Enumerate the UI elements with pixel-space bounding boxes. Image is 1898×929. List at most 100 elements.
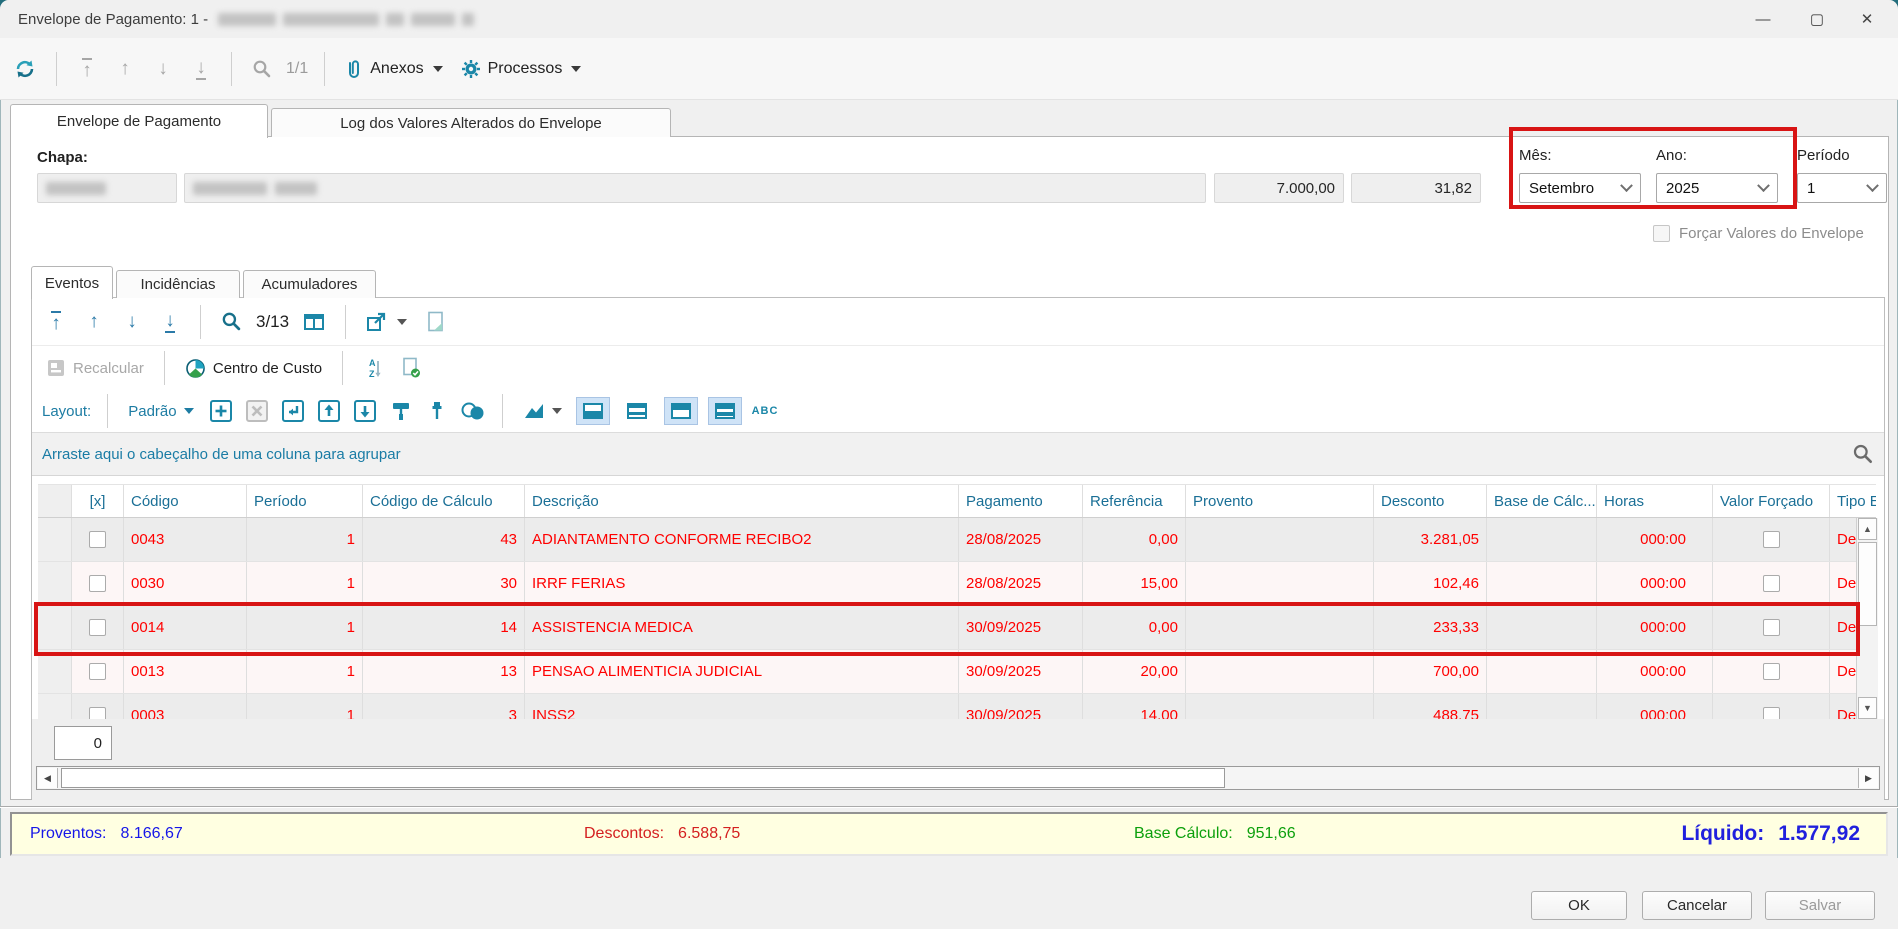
minimize-button[interactable]: — xyxy=(1755,10,1771,28)
layout-download-button[interactable] xyxy=(352,398,378,424)
selected-count-box[interactable]: 0 xyxy=(54,726,112,760)
tab-envelope-de-pagamento[interactable]: Envelope de Pagamento xyxy=(10,104,268,138)
cell-descricao: ADIANTAMENTO CONFORME RECIBO2 xyxy=(525,518,959,561)
grid-first-row-button[interactable]: ↑ xyxy=(42,305,70,339)
forcar-valores-checkbox[interactable] xyxy=(1653,225,1670,242)
cell-codigo: 0043 xyxy=(124,518,247,561)
valor-forcado-checkbox[interactable] xyxy=(1762,707,1780,719)
column-header-provento[interactable]: Provento xyxy=(1186,485,1374,517)
row-select-checkbox[interactable] xyxy=(89,707,106,719)
column-header-desconto[interactable]: Desconto xyxy=(1374,485,1487,517)
layout-paint-button[interactable] xyxy=(388,398,414,424)
column-header-descricao[interactable]: Descrição xyxy=(525,485,959,517)
tab-acumuladores[interactable]: Acumuladores xyxy=(243,270,376,298)
row-select-checkbox[interactable] xyxy=(89,663,106,680)
save-button[interactable]: Salvar xyxy=(1765,891,1875,920)
close-button[interactable]: ✕ xyxy=(1860,11,1874,28)
cell-referencia: 20,00 xyxy=(1083,650,1186,693)
abc-button[interactable]: ABC xyxy=(751,405,779,417)
layout-merge-button[interactable] xyxy=(460,398,486,424)
periodo-select[interactable]: 1 xyxy=(1797,173,1887,203)
column-header-valor-forcado[interactable]: Valor Forçado xyxy=(1713,485,1830,517)
vertical-scrollbar[interactable]: ▲ ▼ xyxy=(1856,518,1878,719)
processos-label: Processos xyxy=(487,59,563,77)
column-header-x[interactable]: [x] xyxy=(72,485,124,517)
tab-eventos[interactable]: Eventos xyxy=(31,266,113,299)
employee-name-field xyxy=(184,173,1206,203)
grid-export-button[interactable] xyxy=(362,305,411,339)
scroll-up-button[interactable]: ▲ xyxy=(1858,518,1877,540)
group-by-bar[interactable]: Arraste aqui o cabeçalho de uma coluna p… xyxy=(32,432,1884,476)
table-row-highlighted[interactable]: 0014 1 14 ASSISTENCIA MEDICA 30/09/2025 … xyxy=(38,606,1876,650)
descontos-value: 6.588,75 xyxy=(678,825,741,842)
filter-search-icon[interactable] xyxy=(1852,443,1874,465)
valor-forcado-checkbox[interactable] xyxy=(1762,663,1780,680)
layout-rename-button[interactable] xyxy=(280,398,306,424)
column-header-pagamento[interactable]: Pagamento xyxy=(959,485,1083,517)
valor-forcado-checkbox[interactable] xyxy=(1762,531,1780,548)
validate-document-button[interactable] xyxy=(397,351,425,385)
next-record-button[interactable]: ↓ xyxy=(149,52,177,86)
tab-incidencias[interactable]: Incidências xyxy=(116,270,240,298)
search-record-button[interactable] xyxy=(248,52,276,86)
scroll-right-button[interactable]: ▶ xyxy=(1858,768,1878,788)
table-row[interactable]: 0003 1 3 INSS2 30/09/2025 14,00 488,75 0… xyxy=(38,694,1876,719)
vertical-scroll-thumb[interactable] xyxy=(1858,542,1877,626)
grid-report-button[interactable] xyxy=(421,305,449,339)
view-toggle-bands[interactable] xyxy=(707,397,742,425)
view-toggle-header[interactable] xyxy=(663,397,698,425)
refresh-button[interactable] xyxy=(10,52,40,86)
cancel-button[interactable]: Cancelar xyxy=(1642,891,1752,920)
layout-add-button[interactable] xyxy=(208,398,234,424)
layout-upload-button[interactable] xyxy=(316,398,342,424)
grid-search-button[interactable] xyxy=(217,305,246,339)
column-header-horas[interactable]: Horas xyxy=(1597,485,1713,517)
mes-value: Setembro xyxy=(1529,179,1595,197)
row-select-checkbox[interactable] xyxy=(89,619,106,636)
layout-pin-button[interactable] xyxy=(424,398,450,424)
scroll-down-button[interactable]: ▼ xyxy=(1858,697,1877,719)
column-header-codigo[interactable]: Código xyxy=(124,485,247,517)
column-header-periodo[interactable]: Período xyxy=(247,485,363,517)
processos-button[interactable]: Processos xyxy=(457,52,586,86)
first-record-button[interactable]: ↑ xyxy=(73,52,101,86)
table-row[interactable]: 0013 1 13 PENSAO ALIMENTICIA JUDICIAL 30… xyxy=(38,650,1876,694)
column-header-tipo-evento[interactable]: Tipo E xyxy=(1837,492,1876,510)
table-row[interactable]: 0030 1 30 IRRF FERIAS 28/08/2025 15,00 1… xyxy=(38,562,1876,606)
mes-select[interactable]: Setembro xyxy=(1519,173,1641,203)
table-row[interactable]: 0043 1 43 ADIANTAMENTO CONFORME RECIBO2 … xyxy=(38,518,1876,562)
column-header-codigo-calculo[interactable]: Código de Cálculo xyxy=(363,485,525,517)
centro-de-custo-button[interactable]: Centro de Custo xyxy=(181,351,326,385)
view-toggle-rows[interactable] xyxy=(620,397,654,425)
valor-forcado-checkbox[interactable] xyxy=(1762,575,1780,592)
sort-az-button[interactable]: A Z xyxy=(359,351,387,385)
valor-forcado-checkbox[interactable] xyxy=(1762,619,1780,636)
column-header-referencia[interactable]: Referência xyxy=(1083,485,1186,517)
chart-button[interactable] xyxy=(519,394,566,428)
ano-select[interactable]: 2025 xyxy=(1656,173,1778,203)
horizontal-scrollbar[interactable]: ◀ ▶ xyxy=(36,766,1880,790)
row-select-checkbox[interactable] xyxy=(89,531,106,548)
layout-preset-dropdown[interactable]: Padrão xyxy=(124,394,197,428)
anexos-button[interactable]: Anexos xyxy=(341,52,446,86)
grid-columns-button[interactable] xyxy=(299,305,329,339)
scroll-left-button[interactable]: ◀ xyxy=(38,768,58,788)
layout-delete-button[interactable] xyxy=(244,398,270,424)
recalcular-button[interactable]: Recalcular xyxy=(42,351,148,385)
tab-log-valores-alterados[interactable]: Log dos Valores Alterados do Envelope xyxy=(271,108,671,137)
cell-desconto: 700,00 xyxy=(1374,650,1487,693)
last-record-button[interactable]: ↓ xyxy=(187,52,215,86)
cell-base-calculo xyxy=(1487,518,1597,561)
table-body: 0043 1 43 ADIANTAMENTO CONFORME RECIBO2 … xyxy=(38,518,1876,719)
view-toggle-footer[interactable] xyxy=(575,397,610,425)
horizontal-scroll-thumb[interactable] xyxy=(61,768,1225,788)
ok-button[interactable]: OK xyxy=(1531,891,1627,920)
grid-previous-row-button[interactable]: ↑ xyxy=(80,305,108,339)
redacted-block xyxy=(46,181,106,195)
maximize-button[interactable]: ▢ xyxy=(1809,11,1825,28)
previous-record-button[interactable]: ↑ xyxy=(111,52,139,86)
grid-next-row-button[interactable]: ↓ xyxy=(118,305,146,339)
grid-last-row-button[interactable]: ↓ xyxy=(156,305,184,339)
row-select-checkbox[interactable] xyxy=(89,575,106,592)
column-header-base-calculo[interactable]: Base de Cálc... xyxy=(1487,485,1597,517)
